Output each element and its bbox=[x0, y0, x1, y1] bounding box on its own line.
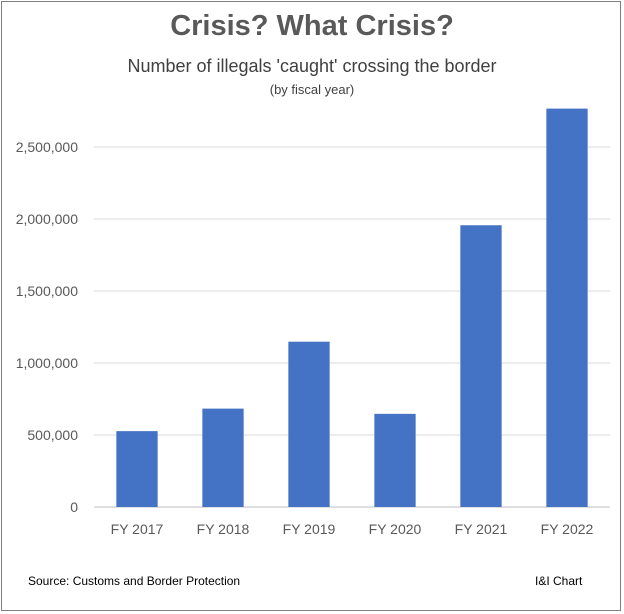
x-tick-label: FY 2019 bbox=[283, 521, 336, 537]
bar bbox=[116, 431, 158, 507]
bar bbox=[288, 341, 330, 507]
y-tick-label: 1,500,000 bbox=[16, 283, 78, 299]
bar bbox=[546, 108, 588, 508]
x-tick-label: FY 2022 bbox=[541, 521, 594, 537]
bar bbox=[460, 225, 502, 507]
y-tick-label: 1,000,000 bbox=[16, 355, 78, 371]
x-tick-label: FY 2020 bbox=[369, 521, 422, 537]
y-tick-label: 0 bbox=[70, 499, 78, 515]
chart-credit: I&I Chart bbox=[535, 574, 583, 588]
chart-subtitle: Number of illegals 'caught' crossing the… bbox=[127, 56, 497, 76]
x-tick-label: FY 2017 bbox=[111, 521, 164, 537]
bar bbox=[374, 413, 416, 507]
bar bbox=[202, 408, 244, 507]
y-tick-label: 500,000 bbox=[27, 427, 78, 443]
y-tick-label: 2,000,000 bbox=[16, 211, 78, 227]
chart-title: Crisis? What Crisis? bbox=[170, 10, 454, 42]
y-tick-label: 2,500,000 bbox=[16, 139, 78, 155]
x-tick-label: FY 2021 bbox=[455, 521, 508, 537]
chart-subtitle-note: (by fiscal year) bbox=[269, 82, 355, 97]
source-note: Source: Customs and Border Protection bbox=[28, 574, 241, 588]
x-tick-label: FY 2018 bbox=[197, 521, 250, 537]
